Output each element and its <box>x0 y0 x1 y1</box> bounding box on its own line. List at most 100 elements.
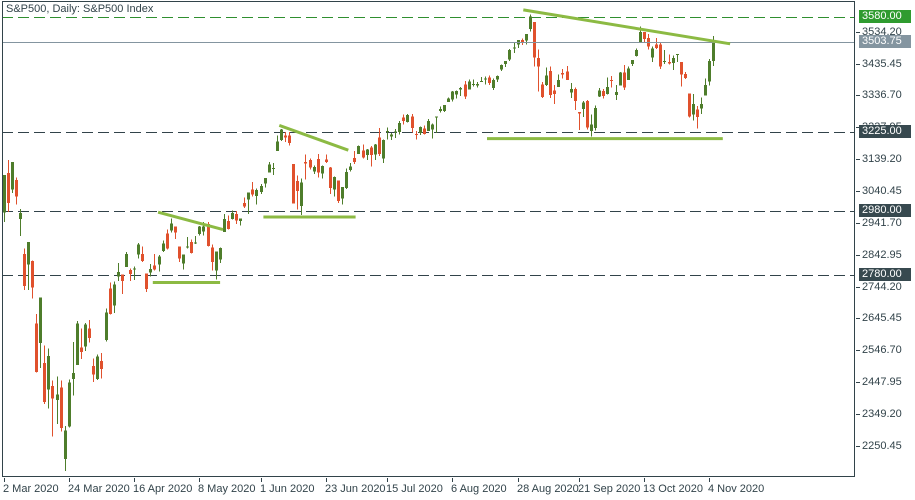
candle-body[interactable] <box>194 242 197 244</box>
candle-body[interactable] <box>370 147 373 155</box>
candle-body[interactable] <box>488 77 491 84</box>
candle-body[interactable] <box>513 47 516 49</box>
candle-body[interactable] <box>280 129 283 140</box>
candle-body[interactable] <box>109 288 112 315</box>
candle-body[interactable] <box>529 16 532 29</box>
candle-body[interactable] <box>366 149 369 155</box>
candle-body[interactable] <box>590 124 593 132</box>
candle-body[interactable] <box>72 373 75 380</box>
candle-body[interactable] <box>211 247 214 263</box>
candle-body[interactable] <box>659 44 662 67</box>
candle-body[interactable] <box>472 83 475 85</box>
candle-body[interactable] <box>631 59 634 65</box>
candle-body[interactable] <box>125 253 128 267</box>
candle-body[interactable] <box>398 122 401 132</box>
trendline[interactable] <box>523 8 731 46</box>
candle-body[interactable] <box>88 328 91 338</box>
candle-body[interactable] <box>137 244 140 255</box>
candle-body[interactable] <box>84 324 87 347</box>
candle-body[interactable] <box>439 108 442 112</box>
candle-body[interactable] <box>582 102 585 110</box>
candle-body[interactable] <box>166 233 169 249</box>
candle-body[interactable] <box>23 253 26 287</box>
trendline[interactable] <box>278 123 349 152</box>
candle-body[interactable] <box>668 61 671 64</box>
candle-body[interactable] <box>182 254 185 264</box>
candle-body[interactable] <box>423 128 426 134</box>
candle-body[interactable] <box>476 83 479 86</box>
candle-body[interactable] <box>264 178 267 184</box>
candle-body[interactable] <box>602 90 605 97</box>
candle-body[interactable] <box>296 181 299 191</box>
candle-body[interactable] <box>455 90 458 95</box>
candle-body[interactable] <box>378 137 381 155</box>
candle-body[interactable] <box>158 256 161 265</box>
candle-body[interactable] <box>80 347 83 353</box>
candle-body[interactable] <box>545 75 548 86</box>
candle-body[interactable] <box>100 360 103 369</box>
candle-body[interactable] <box>619 72 622 86</box>
candle-body[interactable] <box>15 179 18 197</box>
candle-body[interactable] <box>268 164 271 173</box>
candle-body[interactable] <box>76 323 79 366</box>
candle-body[interactable] <box>606 87 609 95</box>
candle-body[interactable] <box>578 112 581 114</box>
candle-body[interactable] <box>521 39 524 43</box>
candle-body[interactable] <box>468 81 471 90</box>
candle-body[interactable] <box>561 72 564 75</box>
candle-body[interactable] <box>300 182 303 207</box>
candle-body[interactable] <box>3 175 6 213</box>
candle-body[interactable] <box>284 135 287 138</box>
candle-body[interactable] <box>47 356 50 390</box>
candle-body[interactable] <box>500 65 503 70</box>
candle-body[interactable] <box>121 274 124 281</box>
candle-body[interactable] <box>374 144 377 155</box>
candle-body[interactable] <box>688 93 691 117</box>
candle-body[interactable] <box>288 135 291 143</box>
candle-body[interactable] <box>566 71 569 80</box>
candle-body[interactable] <box>337 180 340 202</box>
candle-body[interactable] <box>484 78 487 80</box>
candle-body[interactable] <box>223 218 226 233</box>
candle-body[interactable] <box>235 213 238 221</box>
candle-body[interactable] <box>712 41 715 62</box>
candle-body[interactable] <box>260 186 263 192</box>
candle-body[interactable] <box>406 115 409 123</box>
candle-body[interactable] <box>43 362 46 403</box>
candle-body[interactable] <box>537 58 540 67</box>
candle-body[interactable] <box>39 297 42 344</box>
candle-body[interactable] <box>623 72 626 88</box>
candle-body[interactable] <box>239 218 242 221</box>
candle-body[interactable] <box>496 76 499 80</box>
candle-body[interactable] <box>357 146 360 155</box>
candle-body[interactable] <box>700 104 703 109</box>
candle-body[interactable] <box>198 226 201 234</box>
candle-body[interactable] <box>68 382 71 427</box>
candle-body[interactable] <box>11 162 14 190</box>
candle-body[interactable] <box>231 213 234 219</box>
candle-body[interactable] <box>586 100 589 128</box>
candle-body[interactable] <box>255 189 258 196</box>
candle-body[interactable] <box>692 104 695 115</box>
candle-body[interactable] <box>708 61 711 82</box>
candle-body[interactable] <box>215 251 218 271</box>
candle-body[interactable] <box>178 246 181 259</box>
candle-body[interactable] <box>321 166 324 174</box>
candle-body[interactable] <box>684 74 687 78</box>
candle-body[interactable] <box>464 84 467 97</box>
candle-body[interactable] <box>186 246 189 248</box>
candle-body[interactable] <box>51 386 54 399</box>
candle-body[interactable] <box>207 223 210 247</box>
candle-body[interactable] <box>492 79 495 88</box>
candle-body[interactable] <box>7 173 10 204</box>
candle-body[interactable] <box>663 61 666 63</box>
candle-body[interactable] <box>27 242 30 265</box>
candle-body[interactable] <box>141 253 144 262</box>
candle-body[interactable] <box>402 117 405 122</box>
candle-body[interactable] <box>35 323 38 372</box>
trendline[interactable] <box>157 210 224 232</box>
candle-body[interactable] <box>411 116 414 128</box>
candle-body[interactable] <box>525 34 528 41</box>
candle-body[interactable] <box>292 164 295 204</box>
candle-body[interactable] <box>251 189 254 195</box>
